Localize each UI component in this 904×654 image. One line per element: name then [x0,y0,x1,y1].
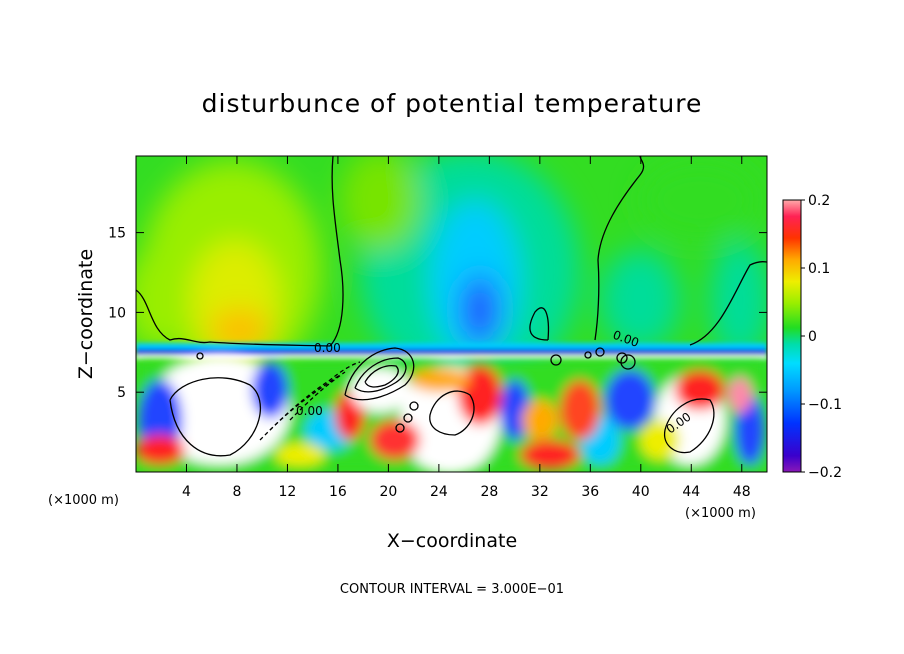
zero-contour-right [594,156,645,341]
turbulent-layer [136,355,767,472]
white-contour-right [663,398,715,454]
x-tick-label-6: 28 [480,484,498,500]
x-axis-ticks: 4 8 12 16 20 24 28 32 36 40 44 48 [182,156,751,500]
dashed-contour-2 [269,374,341,431]
x-tick-label-9: 40 [632,484,650,500]
x-tick-label-1: 8 [232,484,241,500]
red-swirl-5 [520,440,580,470]
colorbar-ticks: 0.2 0.1 0 −0.1 −0.2 [801,193,842,481]
x-tick-label-4: 20 [379,484,397,500]
far-right-cool [710,240,767,360]
small-contour-ring-1 [616,352,628,364]
x-tick-label-5: 24 [430,484,448,500]
colorbar-tick-label-2: 0 [808,329,817,345]
colorbar-tick-label-1: 0.1 [808,261,830,277]
warm-plume-core [210,310,270,350]
blue-swirl-3 [500,380,530,440]
x-unit-left: (×1000 m) [48,493,119,508]
right-cool-patch [600,250,680,350]
inversion-cyan [136,343,767,349]
small-contour-ring-7 [409,401,419,411]
inversion-blue [136,349,767,355]
white-contour-left [169,377,261,457]
zero-contour-left [136,156,344,347]
x-tick-label-7: 32 [531,484,549,500]
contour-label-2: 0.00 [296,404,323,418]
colorbar-tick-label-4: −0.2 [808,465,842,481]
core-contour-2 [354,357,407,393]
white-contour-center [429,390,475,436]
plot-area: 0.00 0.00 0.00 0.00 [136,156,767,472]
red-swirl-1 [136,435,185,465]
x-tick-label-8: 36 [581,484,599,500]
small-contour-ring-6 [403,413,413,423]
y-axis-label: Z−coordinate [75,249,97,379]
contour-lines [136,156,767,457]
red-swirl-7 [675,370,725,410]
x-tick-label-3: 16 [329,484,347,500]
red-swirl-3 [370,420,420,460]
chart-title: disturbunce of potential temperature [202,89,703,118]
y-tick-label-1: 10 [108,305,126,321]
left-edge-warm [136,250,175,350]
blue-swirl-2 [252,362,288,418]
warm-strip-mid [340,156,420,250]
colorbar-gradient [782,199,802,473]
right-green-top [640,160,760,240]
orange-swirl-1 [410,368,470,392]
small-contour-ring-9 [196,352,204,360]
upper-field-blobs [136,156,767,390]
inversion-layer [136,343,767,360]
pink-swirl [728,377,752,413]
yellow-swirl-1 [640,420,680,460]
inversion-white [136,355,767,360]
yellow-swirl-2 [275,443,325,467]
cool-plume-core [462,275,498,345]
small-contour-ring-3 [595,347,605,357]
small-contour-ring-4 [584,351,592,359]
contour-interval-note: CONTOUR INTERVAL = 3.000E−01 [340,582,564,597]
contour-label-1: 0.00 [314,341,341,355]
x-tick-label-2: 12 [279,484,297,500]
y-axis-ticks: 5 10 15 [108,226,767,401]
y-tick-label-0: 5 [117,385,126,401]
colorbar-tick-label-3: −0.1 [808,397,842,413]
x-tick-label-11: 48 [733,484,751,500]
x-tick-label-0: 4 [182,484,191,500]
colorbar-tick-label-0: 0.2 [808,193,830,209]
plot-frame [135,155,768,473]
small-contour-ring-2 [620,354,636,370]
orange-swirl-2 [522,400,558,440]
zero-contour-far-right [689,260,767,346]
x-unit-right: (×1000 m) [685,506,756,521]
red-swirl-6 [560,380,600,440]
dashed-contour-3 [289,371,346,421]
small-contour-ring-8 [550,354,562,366]
small-contour-ring-5 [395,423,405,433]
zero-contour-center [529,307,550,341]
y-tick-label-2: 15 [108,226,126,242]
core-contour-1 [344,347,415,401]
blue-swirl-4 [605,370,655,430]
core-contour-3 [364,364,399,388]
x-tick-label-10: 44 [682,484,700,500]
x-axis-label: X−coordinate [387,530,517,552]
colorbar: 0.2 0.1 0 −0.1 −0.2 [782,193,842,481]
